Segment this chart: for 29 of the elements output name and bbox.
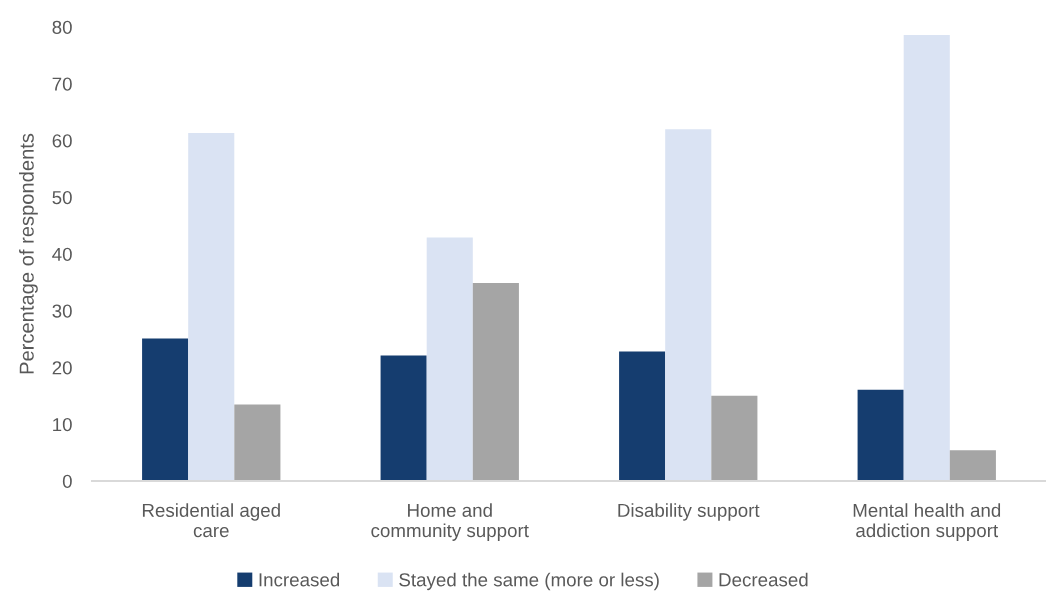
bar [711,395,758,481]
bar [903,34,950,481]
bar [188,133,235,481]
x-tick-label: Home and community support [371,503,529,541]
y-axis-title: Percentage of respondents [19,133,38,374]
bar [665,129,712,481]
bar [857,389,904,481]
x-tick-label: Mental health and addiction support [853,503,1001,541]
y-tick-label: 50 [52,190,72,205]
legend-label: Increased [259,572,340,587]
y-tick-label: 70 [52,77,72,91]
bar [949,450,996,481]
bar [619,351,666,481]
y-tick-label: 40 [52,247,72,261]
legend-label: Stayed the same (more or less) [399,572,659,591]
y-tick-label: 80 [52,20,72,34]
bar [472,282,519,481]
y-tick-label: 60 [52,134,72,148]
legend-label: Decreased [719,572,808,587]
bar [234,404,281,481]
bar [142,338,189,481]
x-tick-label: Residential aged care [142,503,280,538]
y-tick-label: 20 [52,361,72,375]
y-tick-label: 30 [52,304,72,318]
y-tick-label: 0 [62,474,72,488]
bar [426,237,473,481]
y-tick-label: 10 [53,417,72,432]
bar [380,355,427,481]
x-tick-label: Disability support [618,503,760,521]
